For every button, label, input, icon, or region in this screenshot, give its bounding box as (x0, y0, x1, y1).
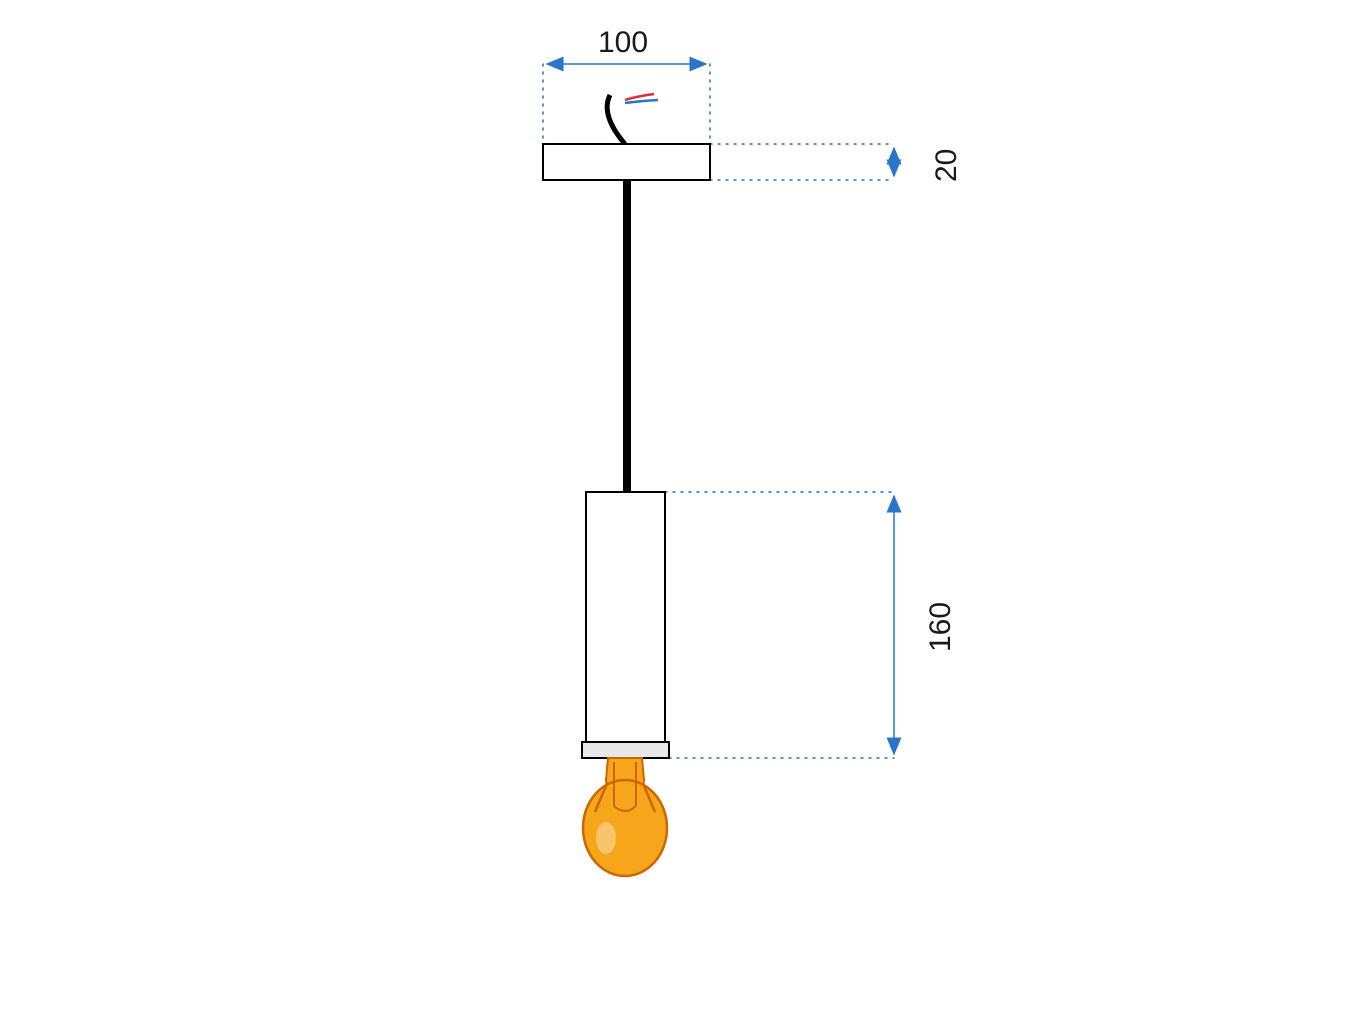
dim-width-top-label: 100 (598, 26, 648, 60)
lamp-body (586, 492, 665, 742)
dim-canopy-h-label: 20 (930, 149, 964, 182)
dim-body-h-label: 160 (924, 602, 958, 652)
canopy (543, 144, 710, 180)
diagram-canvas: 100 20 160 (0, 0, 1347, 1024)
inlet-wires (607, 94, 658, 144)
wire-blue (625, 100, 658, 103)
socket-ring (582, 742, 669, 758)
wire-red (625, 94, 654, 100)
diagram-svg (0, 0, 1347, 1024)
cord (623, 180, 631, 492)
bulb (583, 758, 667, 876)
